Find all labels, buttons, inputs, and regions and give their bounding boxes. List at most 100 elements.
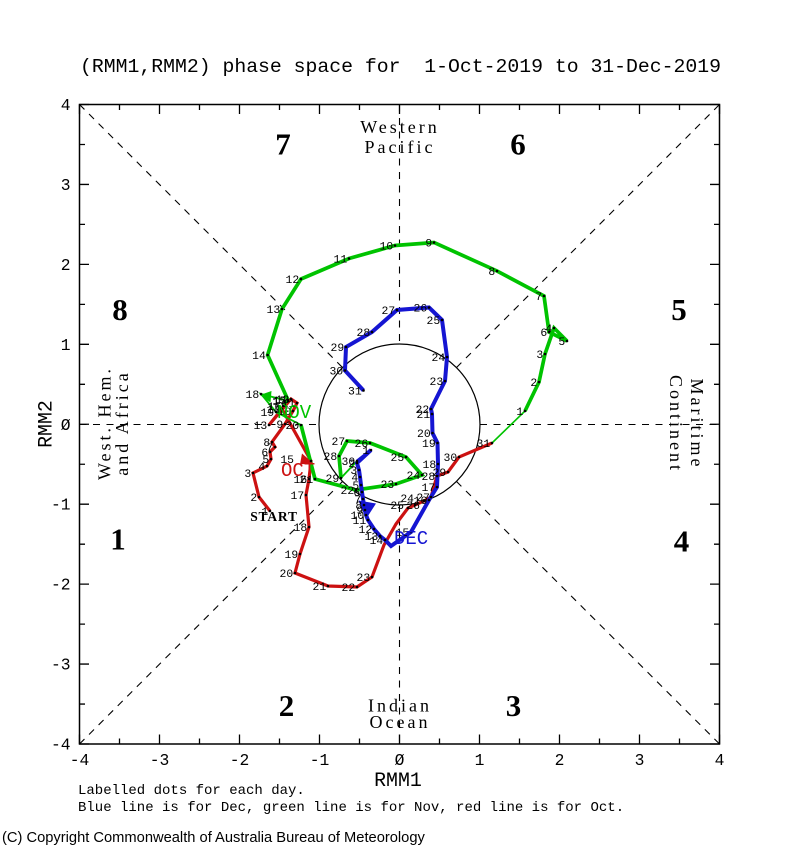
svg-text:9: 9 (425, 239, 432, 251)
svg-text:19: 19 (422, 439, 436, 451)
svg-text:-4: -4 (70, 751, 90, 770)
svg-text:20: 20 (417, 429, 431, 441)
svg-text:8: 8 (112, 292, 128, 327)
svg-text:-1: -1 (310, 751, 330, 770)
svg-text:21: 21 (300, 475, 314, 487)
svg-text:4: 4 (674, 524, 690, 559)
svg-text:Indian: Indian (368, 696, 432, 716)
svg-text:8: 8 (355, 501, 362, 513)
svg-text:17: 17 (291, 491, 305, 503)
svg-text:28: 28 (324, 452, 338, 464)
svg-text:13: 13 (254, 421, 268, 433)
svg-text:Ø: Ø (395, 751, 405, 770)
svg-text:5: 5 (262, 455, 269, 467)
svg-text:2: 2 (348, 459, 355, 471)
svg-text:12: 12 (359, 525, 373, 537)
svg-text:9: 9 (276, 420, 283, 432)
svg-text:29: 29 (326, 474, 340, 486)
svg-text:DEC: DEC (394, 528, 428, 550)
svg-text:14: 14 (267, 405, 281, 417)
svg-text:26: 26 (355, 439, 369, 451)
svg-text:START: START (250, 509, 298, 524)
svg-text:27: 27 (416, 493, 430, 505)
svg-text:Pacific: Pacific (365, 137, 436, 157)
svg-text:West. Hem.: West. Hem. (94, 366, 114, 480)
svg-text:5: 5 (671, 292, 687, 327)
svg-text:13: 13 (365, 532, 379, 544)
svg-text:19: 19 (285, 550, 299, 562)
svg-text:21: 21 (313, 582, 327, 594)
svg-text:and Africa: and Africa (112, 370, 132, 475)
svg-text:3: 3 (61, 176, 71, 195)
svg-text:RMM1: RMM1 (374, 769, 422, 792)
svg-text:17: 17 (273, 397, 287, 409)
svg-text:24: 24 (432, 353, 446, 365)
svg-text:11: 11 (282, 399, 296, 411)
svg-text:20: 20 (286, 421, 300, 433)
svg-text:2: 2 (61, 256, 71, 275)
svg-text:25: 25 (390, 501, 404, 513)
svg-text:29: 29 (331, 343, 345, 355)
svg-text:13: 13 (267, 305, 281, 317)
svg-text:Continent: Continent (666, 375, 686, 473)
svg-text:4: 4 (715, 751, 725, 770)
svg-text:18: 18 (423, 460, 437, 472)
svg-text:2: 2 (279, 688, 295, 723)
svg-text:19: 19 (261, 408, 275, 420)
svg-text:-3: -3 (150, 751, 170, 770)
svg-text:30: 30 (444, 453, 458, 465)
svg-text:27: 27 (382, 306, 396, 318)
svg-text:-2: -2 (51, 576, 71, 595)
svg-text:6: 6 (353, 488, 360, 500)
svg-text:3: 3 (506, 688, 522, 723)
svg-text:Western: Western (360, 117, 440, 137)
svg-text:14: 14 (252, 351, 266, 363)
svg-text:10: 10 (351, 511, 365, 523)
svg-text:26: 26 (406, 501, 420, 513)
svg-text:25: 25 (427, 316, 441, 328)
svg-text:16: 16 (294, 475, 308, 487)
svg-text:11: 11 (353, 516, 367, 528)
svg-text:7: 7 (354, 495, 361, 507)
svg-text:16: 16 (268, 402, 282, 414)
svg-text:12: 12 (276, 395, 290, 407)
svg-text:15: 15 (280, 455, 294, 467)
svg-text:15: 15 (273, 396, 287, 408)
svg-text:5: 5 (352, 481, 359, 493)
svg-text:7: 7 (275, 127, 291, 162)
svg-text:22: 22 (342, 583, 356, 595)
svg-text:22: 22 (341, 486, 355, 498)
svg-text:2: 2 (555, 751, 565, 770)
svg-text:1: 1 (110, 522, 126, 557)
svg-text:-1: -1 (51, 496, 71, 515)
svg-text:6: 6 (540, 328, 547, 340)
svg-text:28: 28 (357, 328, 371, 340)
svg-text:4: 4 (351, 473, 358, 485)
svg-text:4: 4 (545, 324, 552, 336)
svg-text:18: 18 (246, 390, 260, 402)
svg-text:25: 25 (391, 453, 405, 465)
svg-text:27: 27 (332, 437, 346, 449)
svg-text:23: 23 (381, 480, 395, 492)
svg-text:29: 29 (433, 468, 447, 480)
svg-text:Ø: Ø (61, 416, 71, 435)
svg-text:RMM2: RMM2 (35, 400, 58, 448)
svg-text:-3: -3 (51, 656, 71, 675)
svg-text:12: 12 (286, 275, 300, 287)
svg-text:22: 22 (416, 405, 430, 417)
svg-text:23: 23 (430, 377, 444, 389)
svg-text:1: 1 (61, 336, 71, 355)
svg-text:14: 14 (370, 536, 384, 548)
svg-text:2: 2 (250, 493, 257, 505)
svg-text:-4: -4 (51, 736, 71, 755)
svg-text:21: 21 (417, 410, 431, 422)
svg-text:8: 8 (488, 267, 495, 279)
svg-text:6: 6 (510, 127, 526, 162)
svg-text:31: 31 (348, 387, 362, 399)
svg-text:10: 10 (278, 407, 292, 419)
svg-text:17: 17 (422, 483, 436, 495)
svg-text:11: 11 (334, 255, 348, 267)
svg-text:1: 1 (362, 446, 369, 458)
svg-text:OCT: OCT (281, 460, 315, 482)
svg-text:5: 5 (558, 337, 565, 349)
